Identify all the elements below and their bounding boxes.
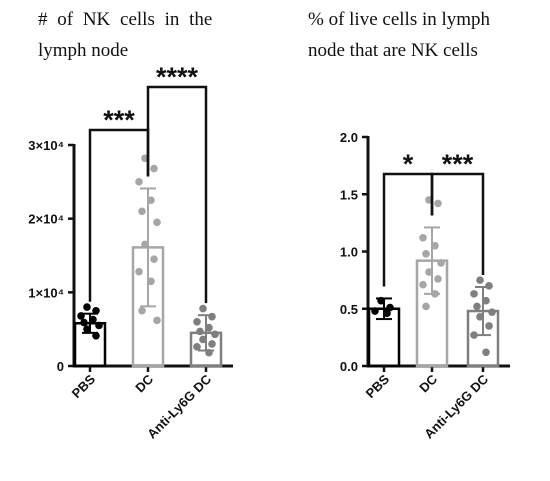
- chart2-data-point: [482, 348, 490, 357]
- chart2-data-point: [383, 309, 391, 318]
- chart1-data-point: [89, 315, 97, 324]
- chart2-y-tick-label: 1.0: [340, 245, 358, 260]
- chart1-data-point: [138, 306, 146, 315]
- chart1-y-tick-label: 1×10⁴: [28, 285, 64, 300]
- chart2-data-point: [470, 331, 478, 339]
- chart2-data-point: [377, 296, 385, 305]
- chart2-data-point: [476, 276, 484, 284]
- chart1-data-point: [153, 218, 161, 227]
- chart2-data-point: [470, 290, 478, 298]
- chart2-category-label-group: DC: [416, 371, 440, 395]
- chart1-data-point: [147, 277, 155, 286]
- chart1-category-label-group: PBS: [69, 371, 99, 401]
- chart1-significance-bracket: [146, 85, 208, 304]
- chart1-data-point: [141, 240, 149, 249]
- chart1-data-point: [150, 164, 158, 173]
- chart1-data-point: [95, 321, 103, 330]
- chart2-data-point: [425, 268, 433, 276]
- chart1-category-label: DC: [132, 371, 156, 395]
- chart2-data-point: [371, 307, 379, 315]
- chart1-significance-bracket: [88, 128, 150, 302]
- chart2-significance-label: *: [403, 149, 414, 179]
- chart1-data-point: [211, 330, 219, 339]
- chart2-significance-label: ***: [442, 149, 474, 179]
- chart2-data-point: [386, 303, 394, 312]
- chart2-category-label: PBS: [363, 371, 393, 401]
- chart1-data-point: [92, 331, 100, 340]
- chart2-data-point: [419, 280, 427, 289]
- chart2-y-tick-label: 0.5: [340, 302, 358, 317]
- chart1-data-point: [199, 335, 207, 344]
- chart1-data-point: [83, 325, 91, 333]
- chart1-data-point: [138, 207, 146, 216]
- chart2-data-point: [485, 322, 493, 330]
- chart1-data-point: [205, 323, 213, 332]
- chart1-data-point: [199, 304, 207, 313]
- chart2-data-point: [419, 233, 427, 242]
- chart1-category-label: PBS: [69, 371, 99, 401]
- chart2-data-point: [473, 302, 481, 311]
- chart1-data-point: [83, 303, 91, 311]
- chart2-title-line2: node that are NK cells: [308, 40, 478, 61]
- chart1-data-point: [150, 255, 158, 263]
- chart1-data-point: [147, 196, 155, 205]
- chart2-y-tick-label: 1.5: [340, 187, 358, 202]
- chart2-category-label-group: PBS: [363, 371, 393, 401]
- chart1-data-point: [135, 178, 143, 186]
- chart2-category-label: DC: [416, 371, 440, 395]
- chart2-title-line1: % of live cells in lymph: [308, 9, 491, 30]
- chart2-y-tick-label: 0.0: [340, 359, 358, 374]
- chart2-data-point: [434, 199, 442, 208]
- chart1-title-line2: lymph node: [38, 40, 129, 61]
- chart2-significance-bracket: [430, 172, 485, 275]
- chart1-data-point: [135, 267, 143, 276]
- chart2-data-point: [422, 249, 430, 258]
- chart2-data-point: [437, 259, 445, 267]
- chart1-data-point: [205, 348, 213, 357]
- chart2-data-point: [431, 290, 439, 298]
- chart2-data-point: [485, 282, 493, 290]
- chart2-data-point: [434, 275, 442, 283]
- chart1-data-point: [193, 343, 201, 351]
- chart1-title-line1: # of NK cells in the: [38, 9, 213, 30]
- chart1-y-tick-label: 2×10⁴: [28, 212, 64, 227]
- chart1-data-point: [196, 327, 204, 336]
- chart2-data-point: [482, 296, 490, 305]
- chart1-data-point: [77, 312, 85, 320]
- chart1-data-point: [193, 318, 201, 326]
- chart1-data-point: [80, 318, 88, 327]
- chart2-y-tick-label: 2.0: [340, 130, 358, 145]
- chart1-category-label-group: DC: [132, 371, 156, 395]
- chart2-data-point: [431, 241, 439, 250]
- chart1-data-point: [208, 340, 216, 348]
- chart1-data-point: [153, 316, 161, 325]
- chart1-y-tick-label: 0: [57, 359, 64, 374]
- chart1-data-point: [208, 312, 216, 321]
- chart2-significance-bracket: [382, 172, 434, 287]
- chart2-data-point: [422, 302, 430, 311]
- chart1-significance-label: ****: [156, 62, 199, 92]
- chart2-data-point: [488, 308, 496, 316]
- chart1-significance-label: ***: [103, 105, 135, 135]
- chart2-data-point: [476, 312, 484, 321]
- chart1-data-point: [92, 306, 100, 315]
- chart1-y-tick-label: 3×10⁴: [28, 138, 64, 153]
